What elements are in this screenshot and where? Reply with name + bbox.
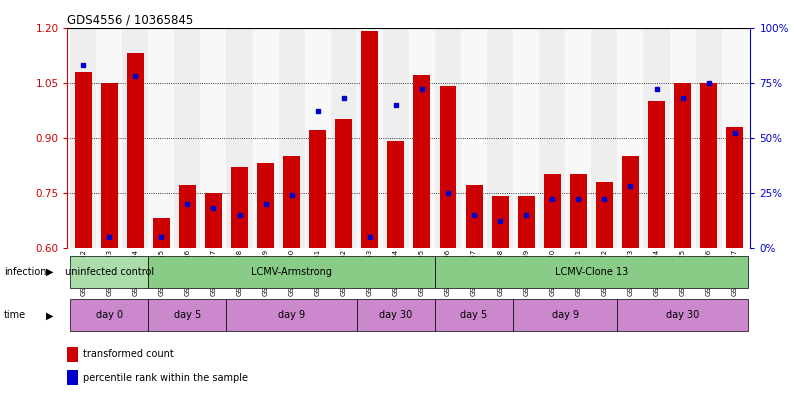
Bar [722,28,748,248]
Bar [565,28,592,248]
Bar [226,28,252,248]
Bar [122,28,148,248]
Bar [622,156,639,248]
Bar [361,31,378,248]
Bar [435,256,748,288]
Text: day 0: day 0 [95,310,123,320]
Text: ▶: ▶ [46,310,53,320]
Bar [700,83,717,248]
Bar [152,218,170,248]
Bar [674,83,691,248]
Bar [596,182,613,248]
Bar [148,256,435,288]
Bar [440,86,457,248]
Text: day 5: day 5 [461,310,488,320]
Text: day 30: day 30 [666,310,700,320]
Bar [461,28,487,248]
Bar [539,28,565,248]
Bar [357,28,383,248]
Text: day 9: day 9 [278,310,305,320]
Bar [518,196,534,248]
Bar [148,28,175,248]
Bar [179,185,196,248]
Bar [305,28,331,248]
Bar [618,28,643,248]
Bar [387,141,404,248]
Bar [618,299,748,331]
Bar [70,28,96,248]
Bar [96,28,122,248]
Bar [414,75,430,248]
Bar [231,167,248,248]
Text: uninfected control: uninfected control [64,267,154,277]
Text: day 5: day 5 [174,310,201,320]
Bar [544,174,561,248]
Bar [696,28,722,248]
Bar [648,101,665,248]
Bar [205,193,222,248]
Text: LCMV-Armstrong: LCMV-Armstrong [251,267,332,277]
Bar [465,185,483,248]
Bar [435,28,461,248]
Text: day 30: day 30 [380,310,413,320]
Bar [309,130,326,248]
Bar [669,28,696,248]
Bar [487,28,513,248]
Bar [383,28,409,248]
Bar [643,28,669,248]
Text: ▶: ▶ [46,267,53,277]
Bar [257,163,274,248]
Bar [435,299,513,331]
Bar [513,28,539,248]
Text: time: time [4,310,26,320]
Text: infection: infection [4,267,47,277]
Bar [67,370,78,385]
Bar [513,299,618,331]
Text: percentile rank within the sample: percentile rank within the sample [83,373,248,383]
Bar [592,28,618,248]
Bar [357,299,435,331]
Bar [331,28,357,248]
Bar [727,127,743,248]
Text: LCMV-Clone 13: LCMV-Clone 13 [555,267,628,277]
Bar [279,28,305,248]
Bar [409,28,435,248]
Bar [101,83,118,248]
Bar [70,299,148,331]
Bar [148,299,226,331]
Bar [491,196,509,248]
Bar [335,119,353,248]
Text: transformed count: transformed count [83,349,174,359]
Bar [75,72,91,248]
Bar [226,299,357,331]
Text: day 9: day 9 [552,310,579,320]
Bar [570,174,587,248]
Bar [252,28,279,248]
Bar [127,53,144,248]
Bar [175,28,200,248]
Text: GDS4556 / 10365845: GDS4556 / 10365845 [67,13,194,26]
Bar [283,156,300,248]
Bar [67,347,78,362]
Bar [200,28,226,248]
Bar [70,256,148,288]
